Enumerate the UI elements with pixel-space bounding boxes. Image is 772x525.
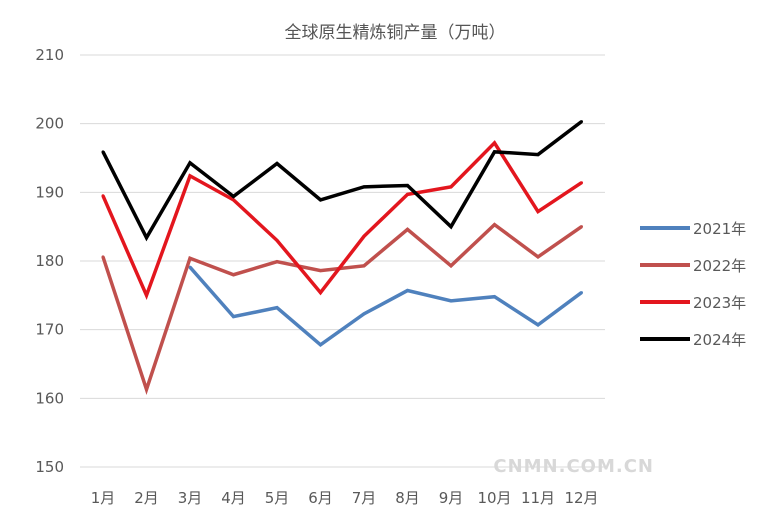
y-tick-label: 190	[35, 183, 64, 201]
data-point	[493, 223, 496, 227]
x-tick-label: 7月	[352, 489, 377, 507]
x-tick-label: 9月	[439, 489, 464, 507]
data-point	[232, 315, 235, 319]
data-point	[145, 387, 148, 391]
data-point	[362, 185, 366, 189]
y-tick-label: 150	[35, 458, 64, 476]
data-point	[275, 260, 279, 264]
data-point	[493, 141, 496, 145]
data-point	[536, 153, 540, 157]
legend-label: 2023年	[693, 294, 746, 312]
data-point	[536, 255, 540, 259]
data-point	[145, 293, 148, 297]
data-point	[362, 264, 366, 268]
legend-label: 2022年	[693, 257, 746, 275]
data-point	[406, 227, 409, 231]
data-point	[188, 174, 192, 178]
y-tick-label: 210	[35, 46, 64, 64]
legend-label: 2021年	[693, 220, 746, 238]
data-point	[493, 150, 496, 154]
data-point	[493, 295, 496, 299]
x-tick-label: 3月	[178, 489, 203, 507]
y-tick-label: 200	[35, 115, 64, 133]
chart-title: 全球原生精炼铜产量（万吨）	[285, 23, 506, 43]
series-line-2021年	[188, 266, 583, 347]
data-point	[536, 210, 540, 214]
data-point	[580, 291, 583, 295]
data-point	[101, 194, 105, 198]
x-tick-label: 6月	[308, 489, 333, 507]
data-point	[362, 312, 366, 316]
data-point	[188, 265, 192, 269]
series-line-2023年	[101, 140, 583, 301]
x-tick-label: 10月	[477, 489, 511, 507]
data-point	[145, 236, 148, 240]
data-point	[188, 161, 192, 165]
data-point	[406, 289, 409, 293]
data-point	[319, 291, 322, 295]
data-point	[275, 238, 279, 242]
data-point	[275, 161, 279, 165]
data-point	[580, 225, 583, 229]
y-tick-label: 170	[35, 321, 64, 339]
y-tick-label: 160	[35, 389, 64, 407]
y-tick-label: 180	[35, 252, 64, 270]
data-point	[232, 273, 235, 277]
data-point	[319, 343, 322, 347]
x-tick-label: 12月	[564, 489, 598, 507]
data-point	[406, 192, 409, 196]
data-point	[580, 120, 583, 124]
data-point	[449, 264, 453, 268]
x-tick-label: 4月	[221, 489, 246, 507]
data-point	[232, 194, 235, 198]
data-point	[580, 181, 583, 185]
data-point	[449, 299, 453, 303]
x-tick-label: 8月	[395, 489, 420, 507]
x-tick-label: 1月	[91, 489, 116, 507]
data-point	[101, 150, 105, 154]
series-line-2022年	[101, 222, 583, 395]
data-point	[101, 255, 105, 259]
data-point	[319, 198, 322, 202]
data-point	[275, 306, 279, 310]
data-point	[449, 225, 453, 229]
data-point	[188, 256, 192, 260]
data-point	[449, 185, 453, 189]
data-point	[232, 198, 235, 202]
data-point	[319, 269, 322, 273]
data-point	[536, 323, 540, 327]
x-tick-label: 2月	[134, 489, 159, 507]
x-tick-label: 5月	[265, 489, 290, 507]
series-line-2024年	[101, 120, 583, 242]
data-point	[406, 183, 409, 187]
data-point	[362, 234, 366, 238]
legend-label: 2024年	[693, 331, 746, 349]
x-tick-label: 11月	[521, 489, 555, 507]
watermark: CNMN.COM.CN	[493, 456, 654, 477]
